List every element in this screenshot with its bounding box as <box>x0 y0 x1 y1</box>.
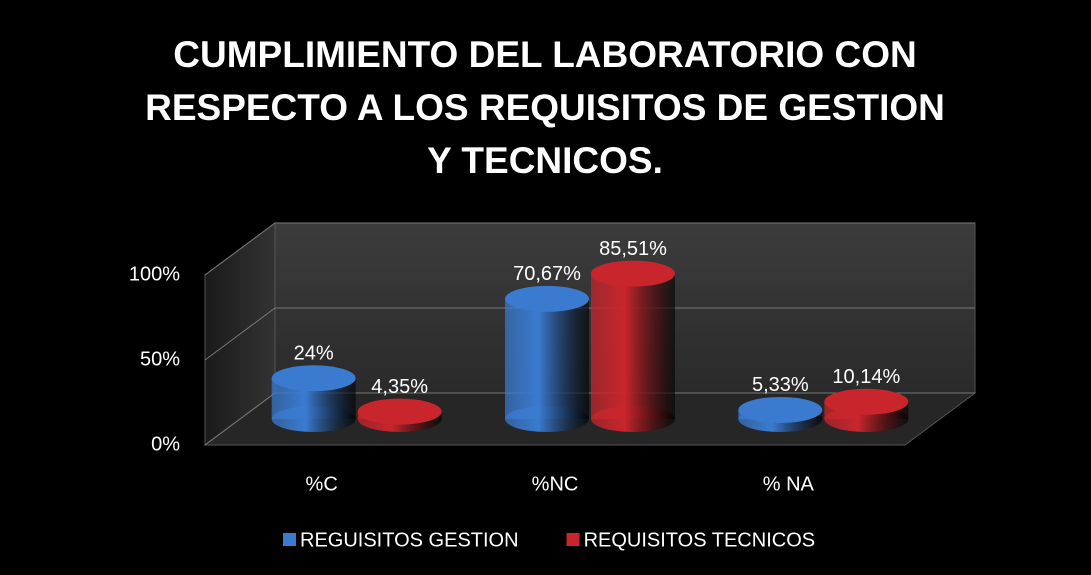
legend-label: REQUISITOS TECNICOS <box>584 529 816 551</box>
data-label: 10,14% <box>832 366 900 388</box>
x-tick-label: %C <box>306 473 338 495</box>
data-label: 24% <box>294 342 334 364</box>
y-tick-label: 100% <box>129 263 180 285</box>
grid-line <box>204 307 975 361</box>
bar-top <box>591 260 675 287</box>
y-tick-label: 50% <box>140 348 180 370</box>
chart-title: CUMPLIMIENTO DEL LABORATORIO CON RESPECT… <box>145 34 945 181</box>
data-label: 5,33% <box>752 374 809 396</box>
bar-body <box>505 298 589 419</box>
grid-line <box>204 222 975 276</box>
legend-swatch <box>566 533 580 546</box>
bar-top <box>824 388 909 415</box>
data-label: 70,67% <box>513 263 581 285</box>
bar <box>591 260 675 432</box>
x-tick-label: %NC <box>532 473 579 495</box>
bar-top <box>357 398 442 425</box>
bar <box>271 365 356 432</box>
bar <box>824 388 909 432</box>
bar-top <box>738 396 823 423</box>
legend-label: REGUISITOS GESTION <box>300 529 519 551</box>
bar-body <box>591 273 675 419</box>
x-tick-label: % NA <box>763 473 815 495</box>
bar <box>738 396 823 432</box>
bar <box>505 285 589 432</box>
bar-top <box>271 365 356 392</box>
data-label: 4,35% <box>371 376 428 398</box>
bar <box>357 398 442 432</box>
y-tick-label: 0% <box>151 433 180 455</box>
bar-top <box>505 285 589 312</box>
data-label: 85,51% <box>599 238 667 260</box>
legend-swatch <box>283 533 296 546</box>
